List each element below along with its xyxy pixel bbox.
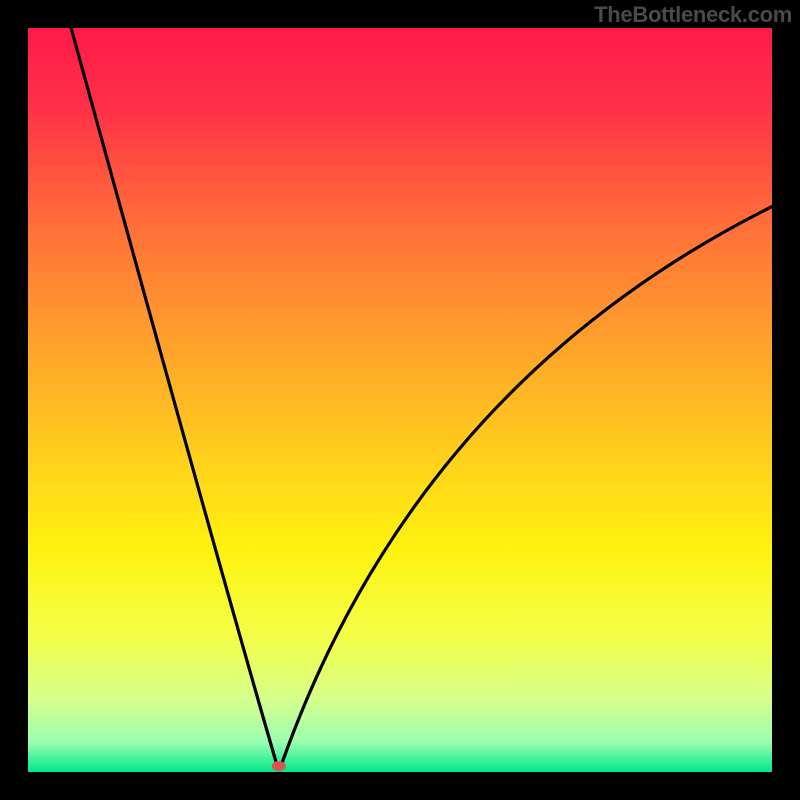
plot-area bbox=[28, 28, 772, 772]
bottleneck-chart bbox=[0, 0, 800, 800]
optimal-point-marker bbox=[272, 761, 286, 771]
watermark-text: TheBottleneck.com bbox=[594, 2, 792, 28]
chart-container: TheBottleneck.com bbox=[0, 0, 800, 800]
